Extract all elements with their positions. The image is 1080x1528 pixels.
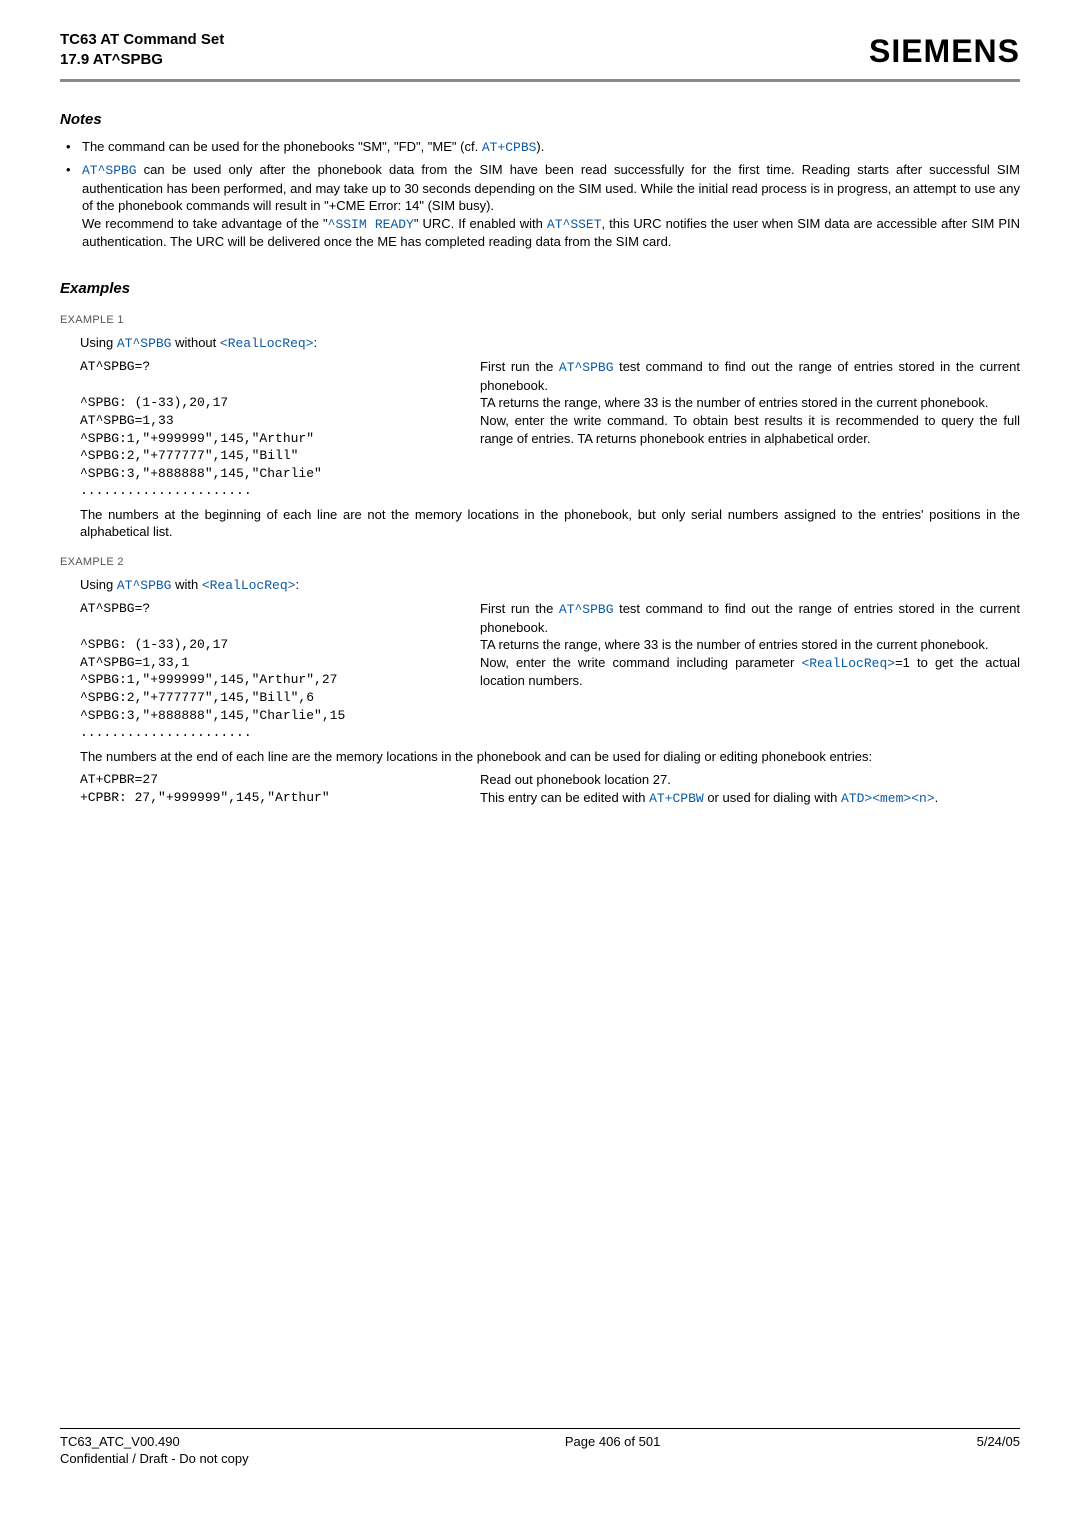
link-reallocreq[interactable]: <RealLocReq> — [202, 578, 296, 593]
example-command: +CPBR: 27,"+999999",145,"Arthur" — [60, 789, 480, 807]
example-row: ^SPBG: (1-33),20,17 TA returns the range… — [60, 636, 1020, 654]
example-command: ^SPBG: (1-33),20,17 — [60, 394, 480, 412]
text: with — [171, 577, 201, 592]
note-text: ). — [536, 139, 544, 154]
text: Using — [80, 335, 117, 350]
note-text: can be used only after the phonebook dat… — [82, 162, 1020, 213]
note-text: The command can be used for the phoneboo… — [82, 139, 482, 154]
example-desc: TA returns the range, where 33 is the nu… — [480, 394, 1020, 412]
text: Using — [80, 577, 117, 592]
page-header: TC63 AT Command Set 17.9 AT^SPBG SIEMENS — [60, 30, 1020, 82]
footer-page: Page 406 of 501 — [565, 1433, 660, 1468]
notes-heading: Notes — [60, 110, 1020, 130]
link-at-spbg[interactable]: AT^SPBG — [117, 336, 172, 351]
example-command: AT^SPBG=1,33,1 ^SPBG:1,"+999999",145,"Ar… — [60, 654, 480, 742]
example-command: AT^SPBG=1,33 ^SPBG:1,"+999999",145,"Arth… — [60, 412, 480, 500]
link-ssim-ready[interactable]: ^SSIM READY — [328, 217, 414, 232]
example-desc: Read out phonebook location 27. — [480, 771, 1020, 789]
text: or used for dialing with — [704, 790, 841, 805]
text: without — [171, 335, 219, 350]
example-command: AT^SPBG=? — [60, 600, 480, 618]
footer-confidential: Confidential / Draft - Do not copy — [60, 1450, 249, 1468]
example-desc: This entry can be edited with AT+CPBW or… — [480, 789, 1020, 808]
example-note: The numbers at the beginning of each lin… — [80, 506, 1020, 541]
example-desc: First run the AT^SPBG test command to fi… — [480, 358, 1020, 394]
example-intro: Using AT^SPBG with <RealLocReq>: — [80, 576, 1020, 595]
link-at-cpbw[interactable]: AT+CPBW — [649, 791, 704, 806]
example-row: AT^SPBG=? First run the AT^SPBG test com… — [60, 358, 1020, 394]
example-command: AT+CPBR=27 — [60, 771, 480, 789]
text: Now, enter the write command including p… — [480, 655, 801, 670]
text: : — [295, 577, 299, 592]
link-at-sset[interactable]: AT^SSET — [547, 217, 602, 232]
example-label: EXAMPLE 1 — [60, 313, 1020, 328]
example-command: ^SPBG: (1-33),20,17 — [60, 636, 480, 654]
link-at-spbg[interactable]: AT^SPBG — [559, 602, 614, 617]
example-row: AT^SPBG=? First run the AT^SPBG test com… — [60, 600, 1020, 636]
example-label: EXAMPLE 2 — [60, 555, 1020, 570]
footer-date: 5/24/05 — [977, 1433, 1020, 1468]
example-desc: First run the AT^SPBG test command to fi… — [480, 600, 1020, 636]
example-note: The numbers at the end of each line are … — [80, 748, 1020, 766]
footer-docid: TC63_ATC_V00.490 — [60, 1433, 249, 1451]
note-item: AT^SPBG can be used only after the phone… — [64, 161, 1020, 251]
example-desc: TA returns the range, where 33 is the nu… — [480, 636, 1020, 654]
notes-list: The command can be used for the phoneboo… — [64, 138, 1020, 250]
example-desc: Now, enter the write command. To obtain … — [480, 412, 1020, 447]
example-row: AT^SPBG=1,33,1 ^SPBG:1,"+999999",145,"Ar… — [60, 654, 1020, 742]
brand-logo: SIEMENS — [869, 30, 1020, 73]
examples-heading: Examples — [60, 279, 1020, 299]
link-at-spbg[interactable]: AT^SPBG — [117, 578, 172, 593]
example-row: AT^SPBG=1,33 ^SPBG:1,"+999999",145,"Arth… — [60, 412, 1020, 500]
link-at-spbg[interactable]: AT^SPBG — [82, 163, 137, 178]
link-atd-mem-n[interactable]: ATD><mem><n> — [841, 791, 935, 806]
example-row: AT+CPBR=27 Read out phonebook location 2… — [60, 771, 1020, 789]
text: First run the — [480, 359, 559, 374]
doc-title: TC63 AT Command Set — [60, 30, 224, 50]
doc-subtitle: 17.9 AT^SPBG — [60, 50, 224, 70]
example-row: ^SPBG: (1-33),20,17 TA returns the range… — [60, 394, 1020, 412]
link-reallocreq[interactable]: <RealLocReq> — [220, 336, 314, 351]
text: This entry can be edited with — [480, 790, 649, 805]
link-at-spbg[interactable]: AT^SPBG — [559, 360, 614, 375]
example-desc: Now, enter the write command including p… — [480, 654, 1020, 690]
text: First run the — [480, 601, 559, 616]
page-footer: TC63_ATC_V00.490 Confidential / Draft - … — [60, 1428, 1020, 1468]
note-text: We recommend to take advantage of the " — [82, 216, 328, 231]
example-command: AT^SPBG=? — [60, 358, 480, 376]
text: . — [935, 790, 939, 805]
text: : — [314, 335, 318, 350]
link-reallocreq[interactable]: <RealLocReq> — [801, 656, 895, 671]
example-intro: Using AT^SPBG without <RealLocReq>: — [80, 334, 1020, 353]
note-text: " URC. If enabled with — [414, 216, 547, 231]
note-item: The command can be used for the phoneboo… — [64, 138, 1020, 157]
link-at-cpbs[interactable]: AT+CPBS — [482, 140, 537, 155]
example-row: +CPBR: 27,"+999999",145,"Arthur" This en… — [60, 789, 1020, 808]
